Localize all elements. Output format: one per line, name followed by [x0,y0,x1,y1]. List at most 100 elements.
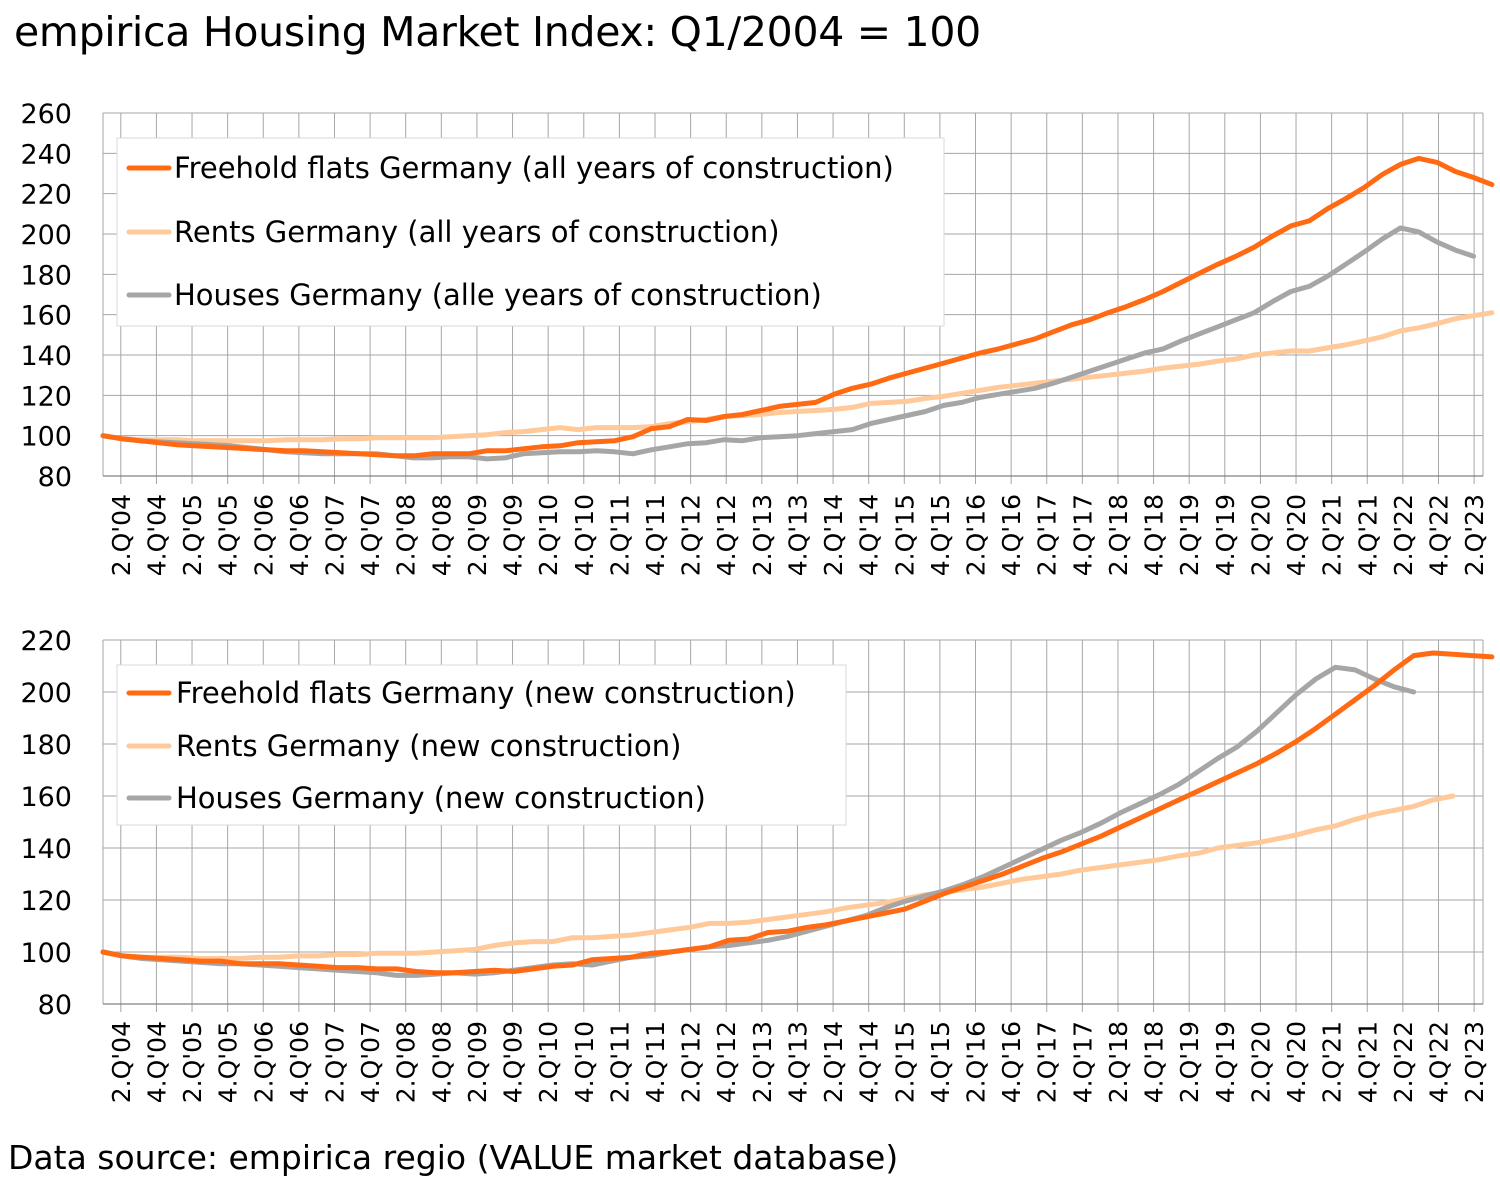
x-tick-label: 2.Q'20 [1246,1021,1275,1103]
x-tick-label: 2.Q'12 [677,494,706,576]
x-tick-label: 2.Q'13 [748,494,777,576]
legend-label: Freehold flats Germany (all years of con… [174,151,894,185]
legend-label: Houses Germany (new construction) [176,781,706,815]
x-tick-label: 4.Q'08 [427,1021,456,1103]
x-tick-label: 2.Q'04 [107,494,136,576]
x-tick-label: 2.Q'23 [1460,494,1489,576]
source-note: Data source: empirica regio (VALUE marke… [8,1138,899,1177]
y-tick-label: 100 [20,422,72,453]
x-tick-label: 4.Q'21 [1353,1021,1382,1103]
x-tick-label: 2.Q'15 [890,1021,919,1103]
x-tick-label: 4.Q'20 [1282,1021,1311,1103]
x-tick-label: 4.Q'22 [1424,494,1453,576]
x-tick-label: 2.Q'17 [1033,1021,1062,1103]
legend: Freehold flats Germany (all years of con… [116,137,945,327]
y-tick-label: 120 [20,381,72,412]
x-tick-label: 2.Q'16 [962,494,991,576]
x-tick-label: 4.Q'04 [142,1021,171,1103]
x-tick-label: 2.Q'18 [1104,1021,1133,1103]
y-tick-label: 160 [20,782,72,813]
legend-box [116,664,847,826]
y-tick-label: 80 [38,990,72,1021]
x-tick-label: 4.Q'11 [641,1021,670,1103]
legend-label: Freehold flats Germany (new construction… [176,676,796,710]
legend-label: Rents Germany (all years of construction… [174,215,780,249]
x-tick-label: 4.Q'04 [142,494,171,576]
x-tick-label: 4.Q'19 [1211,1021,1240,1103]
x-tick-label: 2.Q'04 [107,1021,136,1103]
x-tick-label: 4.Q'18 [1140,494,1169,576]
x-tick-label: 4.Q'08 [427,494,456,576]
x-tick-label: 2.Q'22 [1389,1021,1418,1103]
x-tick-label: 2.Q'10 [534,1021,563,1103]
x-tick-label: 4.Q'17 [1068,1021,1097,1103]
x-tick-label: 2.Q'14 [819,494,848,576]
y-tick-label: 120 [20,886,72,917]
x-tick-label: 2.Q'13 [748,1021,777,1103]
legend-label: Rents Germany (new construction) [176,729,681,763]
y-tick-label: 160 [20,301,72,332]
x-tick-label: 2.Q'23 [1460,1021,1489,1103]
x-tick-label: 2.Q'21 [1318,494,1347,576]
y-tick-label: 200 [20,678,72,709]
x-tick-label: 2.Q'22 [1389,494,1418,576]
x-tick-label: 2.Q'11 [605,1021,634,1103]
y-tick-label: 260 [20,99,72,130]
x-tick-label: 2.Q'17 [1033,494,1062,576]
x-tick-label: 2.Q'07 [320,494,349,576]
x-tick-label: 2.Q'05 [178,494,207,576]
x-tick-label: 4.Q'15 [926,494,955,576]
x-tick-label: 4.Q'12 [712,1021,741,1103]
x-tick-label: 4.Q'05 [214,494,243,576]
x-tick-label: 4.Q'07 [356,1021,385,1103]
x-tick-label: 4.Q'09 [499,1021,528,1103]
y-tick-label: 240 [20,139,72,170]
x-tick-label: 2.Q'14 [819,1021,848,1103]
x-tick-label: 4.Q'14 [855,1021,884,1103]
x-tick-label: 2.Q'18 [1104,494,1133,576]
x-tick-label: 2.Q'08 [392,1021,421,1103]
x-tick-label: 2.Q'07 [320,1021,349,1103]
x-tick-label: 4.Q'13 [783,494,812,576]
y-tick-label: 180 [20,260,72,291]
x-tick-label: 4.Q'14 [855,494,884,576]
x-tick-label: 4.Q'12 [712,494,741,576]
x-tick-label: 2.Q'10 [534,494,563,576]
x-tick-label: 2.Q'05 [178,1021,207,1103]
x-tick-label: 4.Q'15 [926,1021,955,1103]
x-tick-label: 4.Q'13 [783,1021,812,1103]
y-tick-label: 80 [38,462,72,493]
x-tick-label: 2.Q'11 [605,494,634,576]
x-tick-label: 2.Q'20 [1246,494,1275,576]
x-tick-label: 4.Q'09 [499,494,528,576]
x-tick-label: 2.Q'09 [463,494,492,576]
series-line-rents [100,310,1495,444]
x-tick-label: 2.Q'06 [249,1021,278,1103]
y-tick-label: 140 [20,834,72,865]
x-tick-label: 4.Q'17 [1068,494,1097,576]
y-tick-label: 220 [20,626,72,657]
legend-label: Houses Germany (alle years of constructi… [174,278,822,312]
y-tick-label: 180 [20,730,72,761]
y-tick-label: 140 [20,341,72,372]
y-tick-label: 100 [20,938,72,969]
x-tick-label: 4.Q'20 [1282,494,1311,576]
series-line-freehold [100,155,1495,459]
x-tick-label: 4.Q'07 [356,494,385,576]
x-tick-label: 2.Q'12 [677,1021,706,1103]
x-tick-label: 4.Q'10 [570,1021,599,1103]
x-tick-label: 4.Q'16 [997,494,1026,576]
series-line-freehold [100,650,1495,976]
x-tick-label: 2.Q'19 [1175,494,1204,576]
x-tick-label: 2.Q'19 [1175,1021,1204,1103]
x-tick-label: 2.Q'06 [249,494,278,576]
page-title: empirica Housing Market Index: Q1/2004 =… [14,8,981,56]
x-tick-label: 4.Q'22 [1424,1021,1453,1103]
x-tick-label: 4.Q'18 [1140,1021,1169,1103]
legend-box [116,137,945,327]
x-tick-label: 4.Q'06 [285,494,314,576]
series-line-houses [100,664,1417,978]
y-tick-label: 200 [20,220,72,251]
